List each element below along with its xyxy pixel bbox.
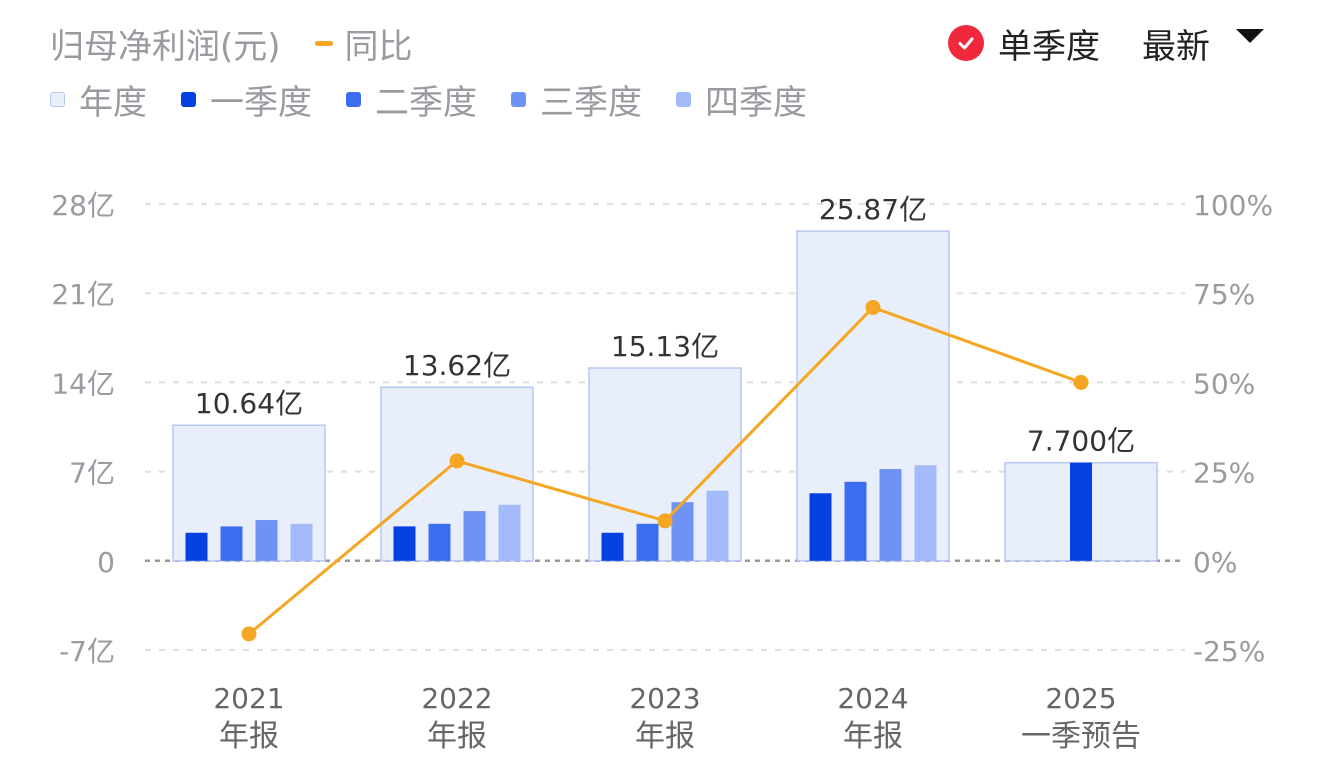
y-left-tick-label: 0	[97, 546, 115, 579]
quarter-bar	[914, 465, 937, 561]
yoy-line-swatch	[314, 40, 333, 46]
quarter-bar	[1070, 462, 1092, 561]
yoy-point	[241, 626, 257, 642]
y-right-tick-label: 75%	[1193, 278, 1255, 311]
chart-controls: 单季度 最新	[948, 18, 1264, 68]
single-quarter-toggle[interactable]: 单季度	[998, 26, 1100, 67]
quarter-bar	[428, 523, 451, 561]
annual-bar-label: 10.64亿	[195, 387, 303, 420]
legend-swatch	[181, 91, 196, 107]
quarter-bar	[255, 520, 278, 561]
y-left-tick-label: 14亿	[51, 367, 115, 400]
dropdown-caret-icon[interactable]	[1236, 29, 1264, 43]
period-select[interactable]: 最新	[1142, 26, 1210, 67]
y-right-tick-label: 50%	[1193, 367, 1255, 400]
quarter-bar	[498, 504, 521, 561]
series-legend: 年度 一季度 二季度 三季度 四季度	[50, 74, 841, 124]
annual-bar	[1004, 461, 1158, 562]
x-tick-year: 2024	[837, 682, 908, 715]
quarter-bar	[601, 532, 624, 561]
y-left-tick-label: 28亿	[51, 189, 115, 222]
quarter-bar	[879, 469, 902, 561]
yoy-legend: 同比	[314, 19, 413, 68]
x-tick-year: 2021	[213, 682, 284, 715]
legend-label: 四季度	[705, 82, 807, 123]
yoy-point	[1073, 374, 1089, 390]
quarter-bar	[290, 523, 313, 561]
x-tick-period: 年报	[219, 719, 279, 754]
yoy-point	[449, 453, 465, 469]
chart-title: 归母净利润(元)	[50, 26, 281, 67]
yoy-line	[248, 305, 1082, 636]
chart-header: 归母净利润(元) 同比	[50, 18, 413, 68]
legend-label: 年度	[79, 82, 147, 123]
legend-swatch	[676, 91, 691, 107]
quarter-bar	[636, 523, 659, 561]
x-tick-year: 2023	[629, 682, 700, 715]
annual-bar-label: 7.700亿	[1027, 425, 1135, 458]
legend-item-q1[interactable]: 一季度	[181, 75, 312, 124]
quarter-bar	[220, 526, 243, 561]
quarter-bar	[393, 526, 416, 561]
legend-label: 一季度	[210, 82, 312, 123]
annual-bar	[380, 386, 534, 562]
x-tick-year: 2022	[421, 682, 492, 715]
legend-item-q4[interactable]: 四季度	[676, 75, 807, 124]
yoy-point	[865, 299, 881, 315]
quarter-bar	[844, 481, 867, 561]
legend-swatch	[511, 91, 526, 107]
y-right-tick-label: 0%	[1193, 546, 1237, 579]
legend-swatch	[346, 91, 361, 107]
y-left-tick-label: -7亿	[59, 635, 115, 668]
y-right-tick-label: 100%	[1193, 189, 1273, 222]
x-tick-period: 一季预告	[1021, 719, 1141, 754]
x-tick-year: 2025	[1045, 682, 1116, 715]
x-tick-period: 年报	[843, 719, 903, 754]
checkmark-icon[interactable]	[948, 25, 984, 61]
yoy-point	[657, 513, 673, 529]
legend-item-q3[interactable]: 三季度	[511, 75, 642, 124]
legend-label: 二季度	[375, 82, 477, 123]
quarter-bar	[463, 511, 486, 561]
legend-swatch	[50, 91, 65, 107]
quarter-bar	[809, 493, 832, 561]
x-tick-period: 年报	[635, 719, 695, 754]
y-left-tick-label: 7亿	[69, 457, 115, 490]
y-left-tick-label: 21亿	[51, 278, 115, 311]
quarter-bar	[706, 490, 729, 561]
legend-item-annual[interactable]: 年度	[50, 75, 147, 124]
annual-bar-label: 25.87亿	[819, 193, 927, 226]
y-right-tick-label: -25%	[1193, 635, 1265, 668]
legend-label: 三季度	[540, 82, 642, 123]
yoy-legend-label: 同比	[344, 26, 413, 67]
annual-bar	[172, 424, 326, 562]
legend-item-q2[interactable]: 二季度	[346, 75, 477, 124]
x-tick-period: 年报	[427, 719, 487, 754]
quarter-bar	[671, 502, 694, 561]
y-right-tick-label: 25%	[1193, 457, 1255, 490]
quarter-bar	[185, 532, 208, 561]
annual-bar	[588, 367, 742, 562]
annual-bar	[796, 230, 950, 562]
annual-bar-label: 15.13亿	[611, 330, 719, 363]
annual-bar-label: 13.62亿	[403, 349, 511, 382]
